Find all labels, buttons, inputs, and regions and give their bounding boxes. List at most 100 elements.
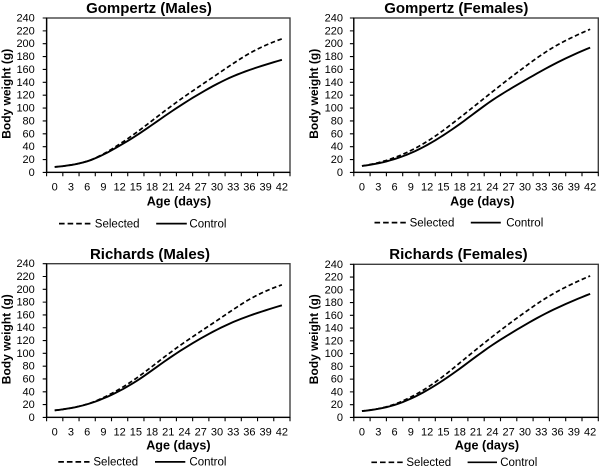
svg-text:180: 180 — [16, 297, 34, 309]
svg-text:20: 20 — [331, 154, 343, 166]
svg-text:160: 160 — [16, 64, 34, 76]
svg-text:Age (days): Age (days) — [455, 438, 519, 452]
svg-text:3: 3 — [68, 426, 74, 438]
svg-text:Gompertz (Males): Gompertz (Males) — [86, 0, 212, 17]
svg-text:9: 9 — [408, 426, 414, 438]
svg-text:39: 39 — [568, 426, 580, 438]
svg-text:240: 240 — [325, 259, 343, 271]
svg-text:Selected: Selected — [406, 457, 451, 468]
svg-text:21: 21 — [470, 182, 482, 194]
svg-text:140: 140 — [325, 77, 343, 89]
svg-text:18: 18 — [146, 182, 158, 194]
svg-text:6: 6 — [391, 426, 397, 438]
svg-text:220: 220 — [325, 272, 343, 284]
svg-text:180: 180 — [16, 51, 34, 63]
svg-text:100: 100 — [325, 348, 343, 360]
svg-text:160: 160 — [16, 309, 34, 321]
svg-text:0: 0 — [337, 412, 343, 424]
svg-text:39: 39 — [260, 426, 272, 438]
svg-text:12: 12 — [421, 426, 433, 438]
svg-text:100: 100 — [16, 103, 34, 115]
svg-text:Gompertz (Females): Gompertz (Females) — [384, 0, 528, 17]
svg-text:9: 9 — [408, 182, 414, 194]
svg-text:40: 40 — [23, 141, 35, 153]
svg-text:0: 0 — [29, 167, 35, 179]
svg-text:24: 24 — [486, 426, 498, 438]
svg-text:60: 60 — [23, 373, 35, 385]
svg-text:Body weight (g): Body weight (g) — [307, 49, 321, 139]
svg-text:Body weight (g): Body weight (g) — [0, 49, 14, 139]
svg-text:15: 15 — [437, 426, 449, 438]
svg-text:200: 200 — [325, 38, 343, 50]
svg-text:200: 200 — [325, 284, 343, 296]
svg-text:12: 12 — [421, 182, 433, 194]
svg-text:12: 12 — [113, 426, 125, 438]
svg-text:15: 15 — [437, 182, 449, 194]
svg-text:240: 240 — [325, 13, 343, 25]
svg-text:80: 80 — [331, 115, 343, 127]
svg-text:Selected: Selected — [95, 218, 140, 230]
svg-text:39: 39 — [260, 182, 272, 194]
svg-text:33: 33 — [227, 182, 239, 194]
svg-text:36: 36 — [551, 182, 563, 194]
svg-text:15: 15 — [130, 426, 142, 438]
svg-text:42: 42 — [584, 426, 596, 438]
svg-text:Body weight (g): Body weight (g) — [0, 294, 14, 384]
svg-text:0: 0 — [52, 426, 58, 438]
svg-text:160: 160 — [325, 64, 343, 76]
svg-text:3: 3 — [68, 182, 74, 194]
svg-text:Age (days): Age (days) — [450, 195, 514, 209]
svg-text:80: 80 — [23, 361, 35, 373]
svg-text:60: 60 — [331, 128, 343, 140]
svg-text:0: 0 — [359, 426, 365, 438]
svg-text:30: 30 — [519, 426, 531, 438]
svg-text:27: 27 — [195, 426, 207, 438]
svg-text:100: 100 — [325, 103, 343, 115]
svg-text:Selected: Selected — [93, 457, 138, 468]
svg-text:200: 200 — [16, 284, 34, 296]
svg-text:9: 9 — [100, 426, 106, 438]
svg-text:30: 30 — [211, 182, 223, 194]
svg-text:33: 33 — [535, 426, 547, 438]
svg-text:9: 9 — [100, 182, 106, 194]
svg-text:Body weight (g): Body weight (g) — [307, 294, 321, 384]
svg-text:6: 6 — [84, 182, 90, 194]
svg-text:24: 24 — [178, 182, 190, 194]
svg-text:6: 6 — [84, 426, 90, 438]
svg-text:40: 40 — [331, 386, 343, 398]
svg-text:24: 24 — [178, 426, 190, 438]
svg-text:160: 160 — [325, 310, 343, 322]
svg-text:120: 120 — [16, 335, 34, 347]
svg-text:140: 140 — [16, 77, 34, 89]
svg-text:21: 21 — [162, 182, 174, 194]
svg-text:60: 60 — [331, 374, 343, 386]
svg-text:18: 18 — [454, 182, 466, 194]
svg-text:Selected: Selected — [410, 217, 455, 229]
svg-text:36: 36 — [243, 182, 255, 194]
svg-text:140: 140 — [16, 322, 34, 334]
svg-text:40: 40 — [331, 141, 343, 153]
svg-text:27: 27 — [195, 182, 207, 194]
svg-text:Richards (Females): Richards (Females) — [389, 246, 527, 263]
svg-text:220: 220 — [325, 25, 343, 37]
svg-text:21: 21 — [162, 426, 174, 438]
svg-text:30: 30 — [211, 426, 223, 438]
svg-text:18: 18 — [146, 426, 158, 438]
svg-text:220: 220 — [16, 25, 34, 37]
svg-text:36: 36 — [243, 426, 255, 438]
svg-text:39: 39 — [568, 182, 580, 194]
svg-text:3: 3 — [375, 426, 381, 438]
svg-text:6: 6 — [391, 182, 397, 194]
svg-text:120: 120 — [16, 90, 34, 102]
svg-text:100: 100 — [16, 348, 34, 360]
svg-text:200: 200 — [16, 38, 34, 50]
svg-text:120: 120 — [325, 335, 343, 347]
svg-text:33: 33 — [535, 182, 547, 194]
svg-text:Richards (Males): Richards (Males) — [90, 246, 210, 263]
svg-text:180: 180 — [325, 51, 343, 63]
svg-text:Age (days): Age (days) — [146, 439, 210, 453]
svg-text:20: 20 — [331, 399, 343, 411]
svg-text:Control: Control — [506, 217, 543, 229]
svg-text:Age (days): Age (days) — [147, 194, 211, 208]
svg-text:12: 12 — [113, 182, 125, 194]
